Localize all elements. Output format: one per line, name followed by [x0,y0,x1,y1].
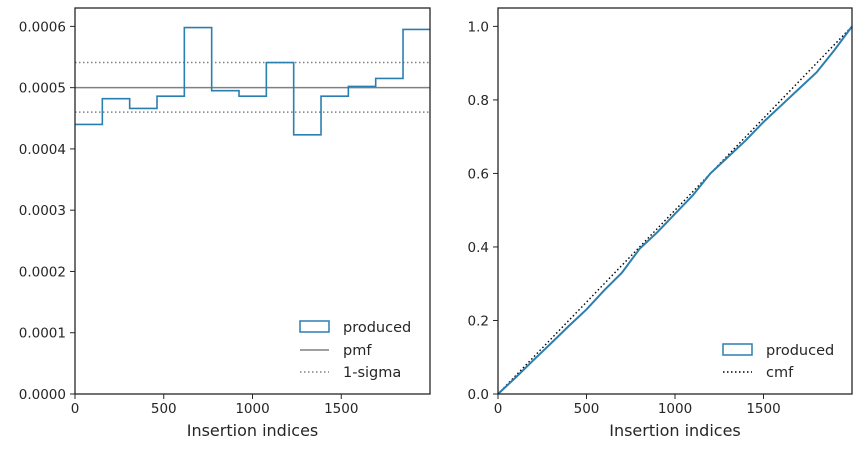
x-tick-label: 500 [574,401,600,417]
legend: produced cmf [722,343,834,381]
cmf-line [497,25,853,395]
plot-area [75,8,430,394]
y-tick-label: 0.0006 [19,19,66,35]
legend-swatch-produced [722,343,753,356]
legend-label-produced: produced [766,343,834,359]
y-tick-label: 0.0004 [19,142,66,158]
x-tick-label: 500 [151,401,177,417]
legend-label-pmf: pmf [343,343,372,359]
y-tick-label: 0.0000 [19,387,66,403]
plot-area [498,8,852,394]
right-cumulative-panel: 0 500 1000 1500 0.0 0.2 0.4 0.6 0.8 1.0 Insertion … [468,7,853,440]
x-axis-label: Insertion indices [609,421,741,440]
x-axis-label: Insertion indices [187,421,319,440]
y-tick-label: 0.0005 [19,81,66,97]
y-tick-label: 0.0003 [19,203,66,219]
x-tick-label: 0 [494,401,503,417]
y-tick-label: 0.4 [468,240,489,256]
legend-label-sigma: 1-sigma [343,365,401,381]
y-tick-label: 1.0 [468,19,489,35]
x-tick-label: 1000 [235,401,269,417]
legend-label-cmf: cmf [766,365,794,381]
x-tick-label: 1500 [746,401,780,417]
x-tick-label: 1000 [658,401,692,417]
y-tick-label: 0.0002 [19,264,66,280]
histogram-step-line [75,26,430,136]
legend-swatch-produced [299,320,330,333]
legend-label-produced: produced [343,320,411,336]
x-tick-label: 1500 [324,401,358,417]
y-tick-label: 0.0001 [19,326,66,342]
y-tick-label: 0.0 [468,387,489,403]
axes-frame [74,7,431,395]
x-tick-label: 0 [71,401,80,417]
y-tick-label: 0.8 [468,93,489,109]
axes-frame [497,7,853,395]
left-histogram-panel: 0 500 1000 1500 0.0000 0.0001 0.0002 0.0003 0.00… [19,7,431,440]
y-tick-label: 0.2 [468,313,489,329]
y-tick-label: 0.6 [468,166,489,182]
legend: produced pmf 1-sigma [299,320,411,381]
produced-cumulative-line [497,25,853,395]
